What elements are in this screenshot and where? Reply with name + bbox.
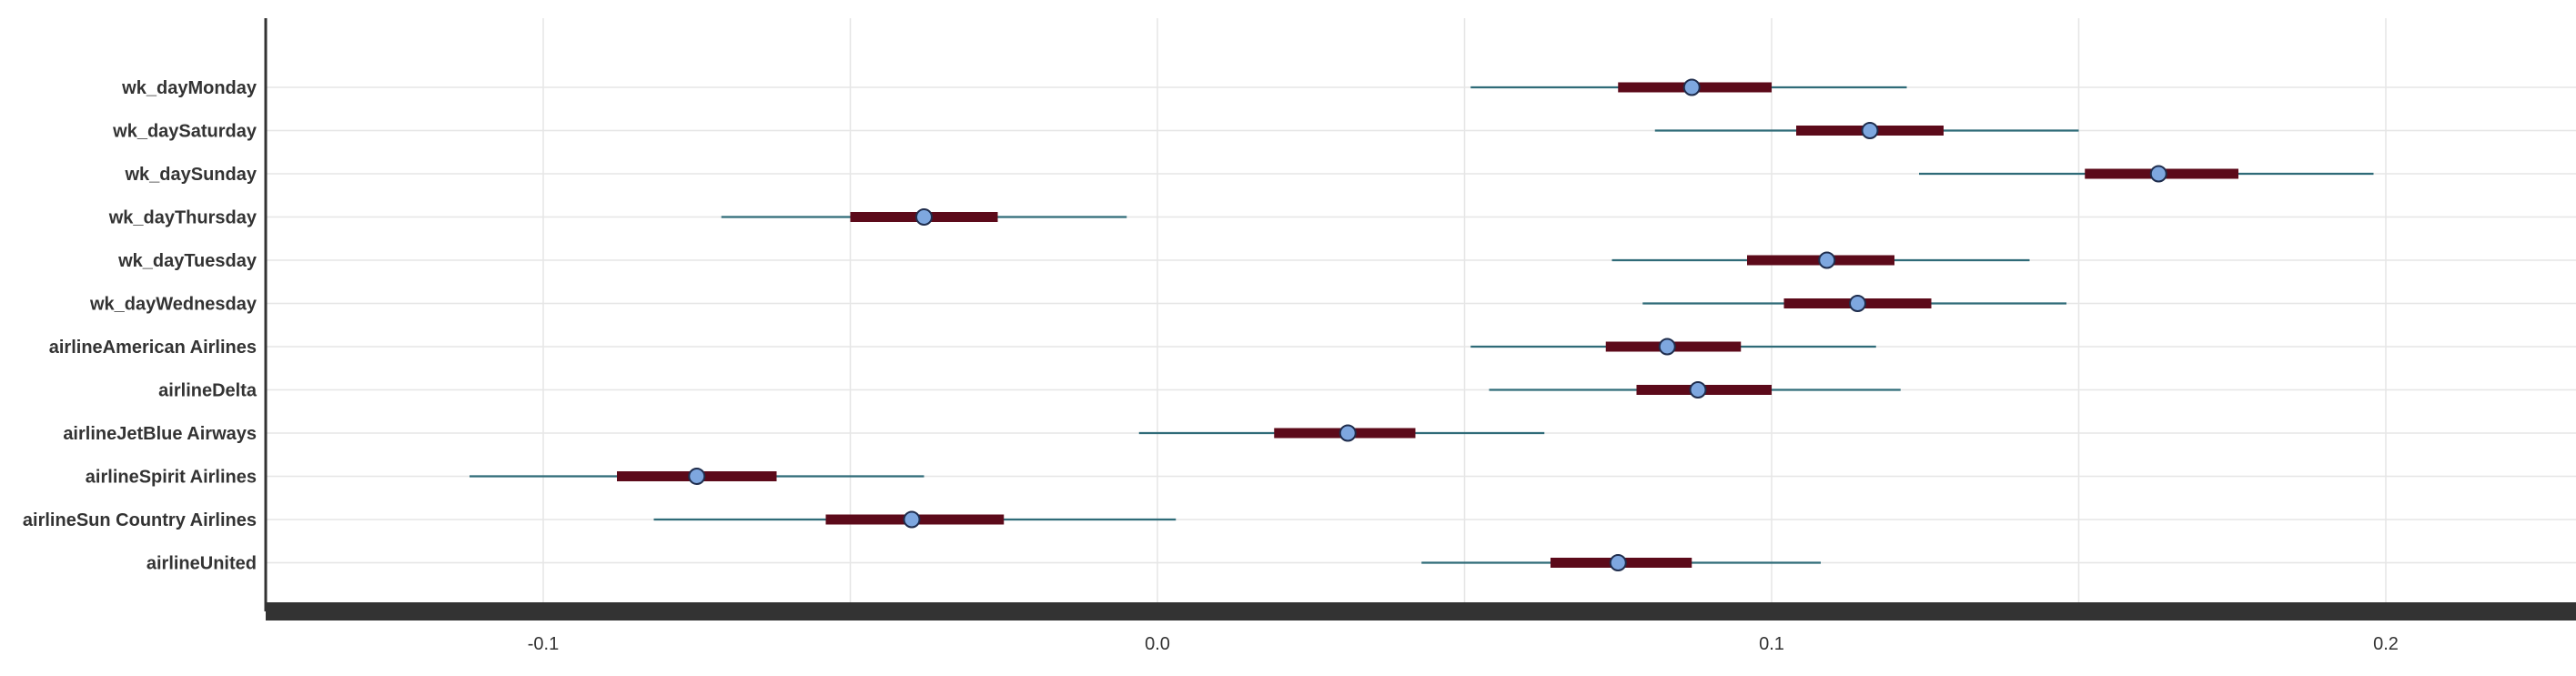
point-estimate [2149, 165, 2167, 183]
y-tick-label: wk_dayWednesday [89, 295, 258, 315]
x-tick-label: 0.2 [2373, 634, 2399, 654]
point-estimate [1658, 338, 1676, 356]
y-tick-label: wk_daySunday [124, 165, 257, 185]
y-axis: wk_dayMonday wk_daySaturday wk_daySundaywk… [23, 18, 268, 611]
y-tick-label: airlineDelta [158, 381, 258, 401]
x-tick-label: 0.1 [1759, 634, 1784, 654]
point-estimate [688, 468, 706, 485]
interval-marks [470, 78, 2374, 571]
x-axis: -0.1 0.0 0.1 0.2 [266, 602, 2576, 654]
point-estimate [1849, 295, 1866, 312]
y-tick-label: airlineUnited [146, 554, 257, 574]
point-estimate [903, 510, 921, 529]
point-estimate [915, 208, 933, 226]
y-tick-label: airlineSun Country Airlines [23, 510, 257, 530]
point-estimate [1861, 122, 1879, 139]
y-tick-label: wk_daySaturday [112, 122, 258, 142]
point-estimate [1609, 554, 1627, 571]
y-tick-label: airlineSpirit Airlines [86, 468, 257, 488]
y-tick-label: wk_dayThursday [108, 208, 258, 228]
y-tick-label: wk_dayTuesday [117, 251, 258, 271]
grid-lines [266, 18, 2576, 602]
y-tick-label: wk_dayMonday [121, 78, 258, 98]
point-estimate [1818, 251, 1836, 269]
x-tick-label: -0.1 [528, 634, 559, 654]
y-tick-label: airlineAmerican Airlines [49, 338, 257, 358]
point-estimate [1689, 381, 1707, 399]
x-axis-bar [266, 602, 2576, 621]
y-tick-label: airlineJetBlue Airways [63, 424, 257, 444]
x-tick-label: 0.0 [1145, 634, 1170, 654]
point-estimate [1339, 424, 1357, 442]
point-estimate [1682, 78, 1701, 96]
